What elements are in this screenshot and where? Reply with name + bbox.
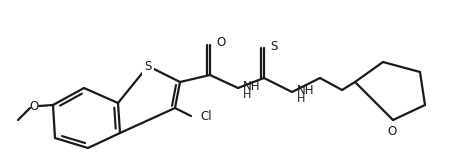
Text: O: O: [29, 100, 38, 112]
Text: NH: NH: [297, 85, 314, 98]
Text: H: H: [297, 94, 306, 104]
Text: O: O: [388, 125, 397, 138]
Text: O: O: [216, 37, 225, 49]
Text: S: S: [270, 39, 277, 53]
Text: S: S: [144, 59, 152, 73]
Text: Cl: Cl: [200, 110, 212, 122]
Text: NH: NH: [243, 80, 261, 93]
Text: H: H: [243, 90, 251, 100]
